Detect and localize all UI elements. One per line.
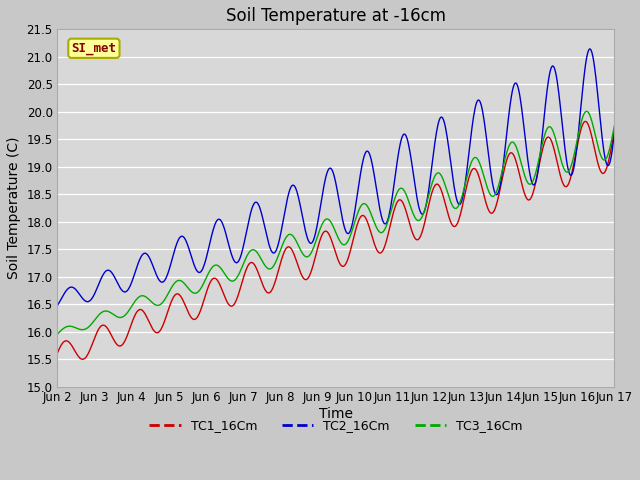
Line: TC2_16Cm: TC2_16Cm — [58, 49, 614, 305]
TC2_16Cm — [64, 286, 72, 292]
X-axis label: Time: Time — [319, 407, 353, 421]
TC2_16Cm — [121, 289, 129, 295]
TC3_16Cm — [177, 278, 185, 284]
TC1_16Cm — [581, 119, 589, 124]
TC2_16Cm — [611, 128, 618, 134]
Text: SI_met: SI_met — [72, 42, 116, 55]
TC3_16Cm — [54, 331, 61, 337]
TC1_16Cm — [179, 296, 186, 301]
TC2_16Cm — [54, 302, 61, 308]
TC2_16Cm — [207, 236, 214, 241]
TC1_16Cm — [54, 350, 61, 356]
TC3_16Cm — [583, 108, 591, 114]
TC1_16Cm — [421, 220, 429, 226]
TC3_16Cm — [611, 122, 618, 128]
TC3_16Cm — [64, 324, 72, 329]
TC3_16Cm — [207, 266, 214, 272]
TC3_16Cm — [420, 209, 428, 215]
TC3_16Cm — [121, 312, 129, 318]
TC2_16Cm — [177, 233, 185, 239]
Legend: TC1_16Cm, TC2_16Cm, TC3_16Cm: TC1_16Cm, TC2_16Cm, TC3_16Cm — [145, 415, 527, 437]
Line: TC3_16Cm: TC3_16Cm — [58, 111, 614, 334]
Title: Soil Temperature at -16cm: Soil Temperature at -16cm — [226, 7, 446, 25]
Line: TC1_16Cm: TC1_16Cm — [58, 121, 614, 359]
TC1_16Cm — [122, 336, 129, 342]
TC1_16Cm — [64, 338, 72, 344]
TC1_16Cm — [611, 127, 618, 133]
TC1_16Cm — [404, 216, 412, 222]
TC2_16Cm — [404, 138, 412, 144]
TC2_16Cm — [420, 210, 428, 216]
TC1_16Cm — [208, 277, 216, 283]
Y-axis label: Soil Temperature (C): Soil Temperature (C) — [7, 137, 21, 279]
TC2_16Cm — [586, 46, 593, 52]
TC3_16Cm — [404, 195, 412, 201]
TC1_16Cm — [79, 356, 86, 362]
